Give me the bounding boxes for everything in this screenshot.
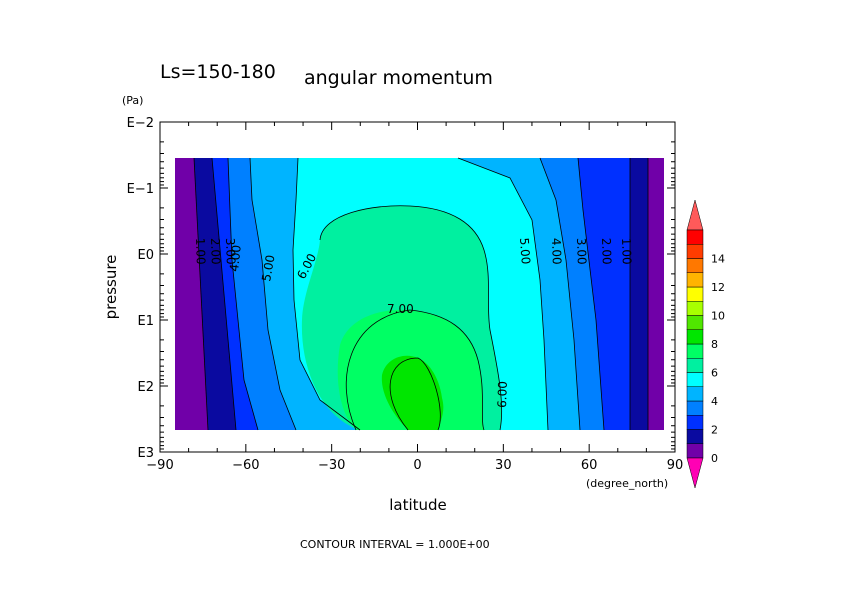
contour-bands	[175, 158, 664, 430]
colorbar-swatch	[686, 386, 704, 402]
title-left: Ls=150-180	[160, 61, 276, 83]
contour-label: 3.00	[574, 238, 589, 265]
colorbar-swatch	[686, 329, 704, 345]
contour-line	[292, 157, 361, 431]
y-tick-label: E−1	[127, 182, 154, 197]
y-tick-label: E2	[138, 380, 155, 395]
colorbar-swatch	[686, 258, 704, 273]
colorbar-arrow-top	[686, 199, 704, 231]
contour-line	[193, 157, 209, 431]
x-tick-label: 60	[581, 458, 598, 473]
contour-label: 6.00	[495, 381, 510, 408]
colorbar-swatch	[686, 400, 704, 416]
colorbar-swatch	[686, 343, 704, 359]
y-unit: (Pa)	[122, 94, 143, 107]
contour-label: 4.00	[549, 238, 564, 265]
x-tick-label: −90	[146, 458, 173, 473]
contour-label: 7.00	[387, 302, 414, 316]
colorbar-tick-label: 4	[711, 395, 718, 408]
x-axis: −90 −60 −30 0 30 60 90	[146, 122, 683, 473]
colorbar-swatch	[686, 443, 704, 459]
colorbar-swatch	[686, 358, 704, 373]
contour-label: 2.00	[599, 238, 614, 265]
colorbar-tick-label: 14	[711, 253, 725, 266]
contour-line	[457, 157, 549, 431]
colorbar-swatch	[686, 372, 704, 387]
colorbar-tick-label: 6	[711, 367, 718, 380]
contour-label: 5.00	[517, 237, 533, 265]
y-tick-label: E1	[138, 314, 155, 329]
band-8-9	[381, 355, 444, 430]
contour-lines	[193, 157, 649, 431]
x-tick-label: −60	[232, 458, 259, 473]
x-tick-label: 90	[667, 458, 684, 473]
colorbar-tick-label: 12	[711, 281, 725, 294]
colorbar-swatch	[686, 286, 704, 302]
contour-label: 5.00	[259, 254, 277, 283]
y-tick-label: E−2	[127, 116, 154, 131]
colorbar-tick-label: 8	[711, 338, 718, 351]
colorbar: 0 2 4 6 8 10 12 14	[686, 199, 725, 489]
contour-label: 3.00	[223, 238, 238, 265]
colorbar-swatch	[686, 315, 704, 330]
contour-line	[389, 357, 441, 431]
colorbar-swatch	[686, 301, 704, 316]
colorbar-tick-label: 0	[711, 452, 718, 465]
colorbar-swatch	[686, 429, 704, 444]
x-unit: (degree_north)	[586, 477, 668, 490]
colorbar-swatch	[686, 229, 704, 245]
colorbar-tick-label: 10	[711, 310, 725, 323]
y-tick-label: E3	[138, 446, 155, 461]
y-axis: E−2 E−1 E0 E1 E2 E3	[127, 116, 675, 461]
contour-line	[319, 205, 503, 431]
contour-line	[227, 157, 259, 431]
contour-label: 1.00	[619, 238, 634, 265]
y-tick-label: E0	[138, 248, 155, 263]
contour-line	[577, 157, 605, 431]
colorbar-swatch	[686, 415, 704, 430]
x-tick-label: 30	[495, 458, 512, 473]
contour-interval-text: CONTOUR INTERVAL = 1.000E+00	[300, 538, 490, 551]
colorbar-swatch	[686, 244, 704, 259]
contour-line	[249, 157, 297, 431]
contour-label: 4.00	[227, 244, 244, 272]
x-tick-label: −30	[318, 458, 345, 473]
colorbar-tick-label: 2	[711, 424, 718, 437]
x-tick-label: 0	[413, 458, 421, 473]
contour-label: 2.00	[208, 238, 223, 265]
colorbar-swatch	[686, 272, 704, 288]
contour-line	[211, 157, 237, 431]
chart-title: angular momentum	[304, 67, 493, 89]
y-axis-label: pressure	[102, 255, 120, 320]
contour-line	[345, 309, 485, 431]
contour-label: 1.00	[193, 238, 208, 265]
contour-line	[539, 157, 581, 431]
x-axis-label: latitude	[389, 496, 447, 514]
colorbar-arrow-bottom	[686, 457, 704, 489]
